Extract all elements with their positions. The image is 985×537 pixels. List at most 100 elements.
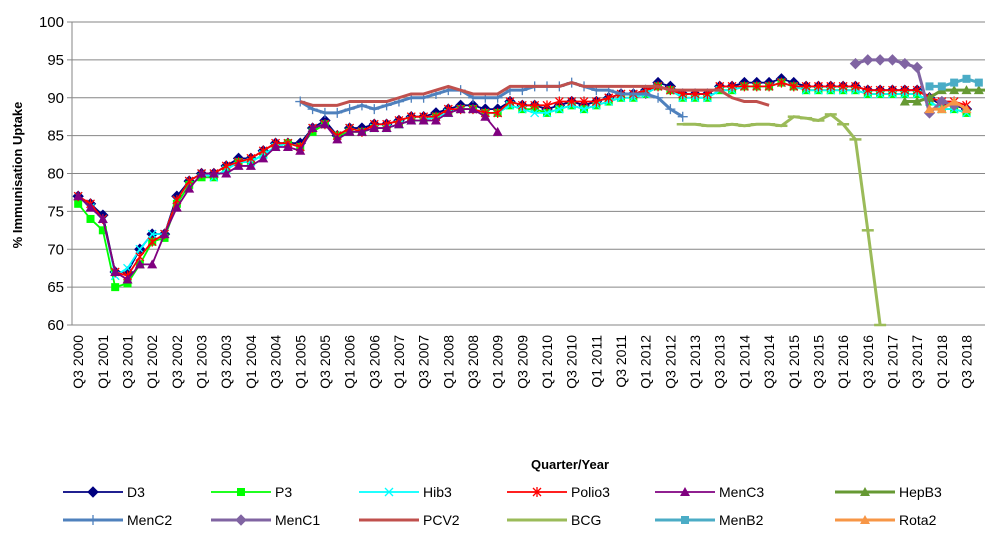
series-hepb3: [899, 85, 985, 106]
data-point: [862, 54, 874, 66]
data-point: [235, 514, 247, 526]
data-point: [319, 107, 330, 118]
legend-label: BCG: [571, 512, 601, 528]
series-line: [682, 112, 882, 326]
x-tick-label: Q3 2009: [514, 335, 530, 389]
series-group: [72, 54, 985, 327]
data-point: [899, 57, 911, 70]
data-point: [677, 111, 688, 122]
data-point: [937, 82, 946, 91]
data-point: [344, 126, 355, 136]
data-point: [74, 199, 83, 208]
data-point: [850, 81, 860, 92]
data-point: [776, 77, 786, 88]
x-tick-label: Q1 2017: [884, 335, 900, 389]
x-tick-label: Q1 2008: [440, 335, 456, 389]
x-tick-label: Q1 2007: [391, 335, 407, 389]
legend-label: MenC2: [127, 512, 172, 528]
x-tick-label: Q1 2016: [835, 335, 851, 389]
y-tick-label: 60: [47, 317, 64, 334]
x-tick-label: Q3 2006: [366, 335, 382, 389]
data-point: [245, 160, 256, 170]
data-point: [962, 74, 971, 83]
x-tick-label: Q3 2013: [712, 335, 728, 389]
y-tick-labels: 60 65 70 75 80 85 90 95 100: [39, 14, 64, 334]
legend-label: MenC1: [275, 512, 320, 528]
data-point: [492, 126, 503, 136]
x-tick-label: Q1 2018: [934, 335, 950, 389]
data-point: [384, 487, 394, 497]
data-point: [838, 81, 848, 92]
legend-item-menb2: MenB2: [655, 512, 764, 528]
data-point: [542, 108, 552, 118]
data-point: [681, 516, 689, 524]
data-point: [517, 100, 527, 111]
x-tick-label: Q3 2011: [613, 335, 629, 388]
data-point: [344, 104, 355, 115]
data-point: [532, 487, 542, 497]
x-tick-label: Q3 2004: [268, 335, 284, 389]
data-point: [97, 213, 108, 223]
data-point: [237, 488, 245, 496]
data-point: [860, 515, 870, 524]
legend: D3 P3 Hib3 Polio3 MenC3 HepB3 MenC2 MenC1 PCV2 BC…: [63, 484, 942, 528]
x-tick-label: Q1 2002: [144, 335, 160, 389]
data-point: [110, 266, 121, 276]
x-tick-label: Q1 2003: [194, 335, 210, 389]
x-tick-label: Q3 2001: [120, 335, 136, 389]
data-point: [295, 145, 306, 155]
data-point: [233, 160, 244, 170]
legend-label: HepB3: [899, 484, 942, 500]
data-point: [147, 236, 157, 247]
y-tick-label: 95: [47, 52, 64, 69]
data-point: [171, 202, 182, 212]
x-tick-label: Q1 2010: [539, 335, 555, 389]
data-point: [579, 104, 589, 114]
data-point: [85, 202, 96, 212]
data-point: [911, 61, 923, 74]
data-point: [875, 85, 885, 96]
x-tick-label: Q3 2015: [810, 335, 826, 389]
legend-label: PCV2: [423, 512, 460, 528]
data-point: [467, 104, 478, 114]
data-point: [764, 81, 774, 92]
data-point: [208, 168, 219, 178]
y-tick-label: 80: [47, 166, 64, 183]
data-point: [87, 486, 99, 498]
data-point: [813, 81, 823, 92]
data-point: [616, 88, 627, 99]
data-point: [332, 134, 343, 144]
legend-item-pcv2: PCV2: [359, 512, 460, 528]
data-point: [925, 82, 934, 91]
y-tick-label: 90: [47, 90, 64, 107]
y-tick-label: 100: [39, 14, 64, 31]
series-menc2: [295, 77, 688, 122]
x-tick-label: Q3 2014: [761, 335, 777, 389]
legend-item-bcg: BCG: [507, 512, 601, 528]
data-point: [826, 81, 836, 92]
legend-item-menc1: MenC1: [211, 512, 320, 528]
x-tick-label: Q3 2010: [564, 335, 580, 389]
data-point: [505, 96, 515, 107]
data-point: [73, 191, 84, 201]
data-point: [86, 214, 95, 223]
x-tick-label: Q3 2018: [958, 335, 974, 389]
data-point: [579, 96, 589, 107]
data-point: [196, 168, 207, 178]
y-tick-label: 70: [47, 241, 64, 258]
data-point: [159, 229, 170, 239]
data-point: [752, 81, 762, 92]
data-point: [270, 141, 281, 151]
data-point: [739, 81, 749, 92]
data-point: [801, 81, 811, 92]
series-bcg: [676, 112, 887, 327]
legend-item-menc3: MenC3: [655, 484, 764, 500]
series-line: [299, 81, 770, 107]
x-tick-label: Q3 2008: [465, 335, 481, 389]
data-point: [134, 259, 145, 269]
x-tick-label: Q1 2014: [736, 335, 752, 389]
legend-item-polio3: Polio3: [507, 484, 610, 500]
data-point: [554, 96, 564, 107]
